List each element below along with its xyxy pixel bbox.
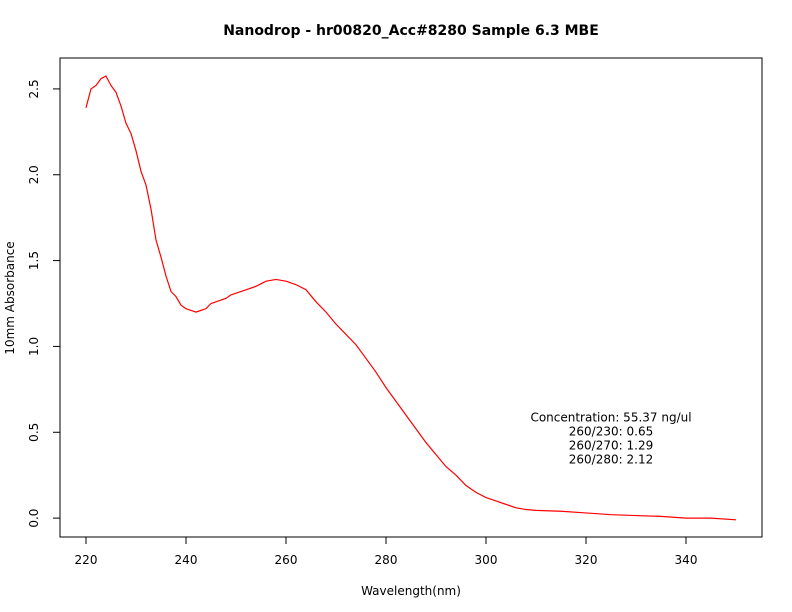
data-line	[85, 75, 737, 521]
y-tick-label: 2.0	[27, 165, 41, 184]
x-tick-label: 220	[75, 553, 98, 567]
annotation: 260/270: 1.29	[569, 439, 653, 453]
y-tick-label: 1.5	[27, 251, 41, 270]
y-tick-label: 0.5	[27, 423, 41, 442]
annotation: 260/230: 0.65	[569, 425, 653, 439]
y-tick-label: 1.0	[27, 337, 41, 356]
annotation: 260/280: 2.12	[569, 453, 653, 467]
x-tick-label: 280	[375, 553, 398, 567]
chart-title: Nanodrop - hr00820_Acc#8280 Sample 6.3 M…	[223, 23, 599, 39]
y-tick-label: 2.5	[27, 79, 41, 98]
annotation: Concentration: 55.37 ng/ul	[530, 411, 691, 425]
x-tick-label: 320	[575, 553, 598, 567]
y-tick-label: 0.0	[27, 509, 41, 528]
x-tick-label: 340	[675, 553, 698, 567]
y-axis-label: 10mm Absorbance	[3, 241, 17, 354]
x-tick-label: 260	[275, 553, 298, 567]
x-tick-label: 300	[475, 553, 498, 567]
x-axis-label: Wavelength(nm)	[361, 584, 461, 598]
x-tick-label: 240	[175, 553, 198, 567]
